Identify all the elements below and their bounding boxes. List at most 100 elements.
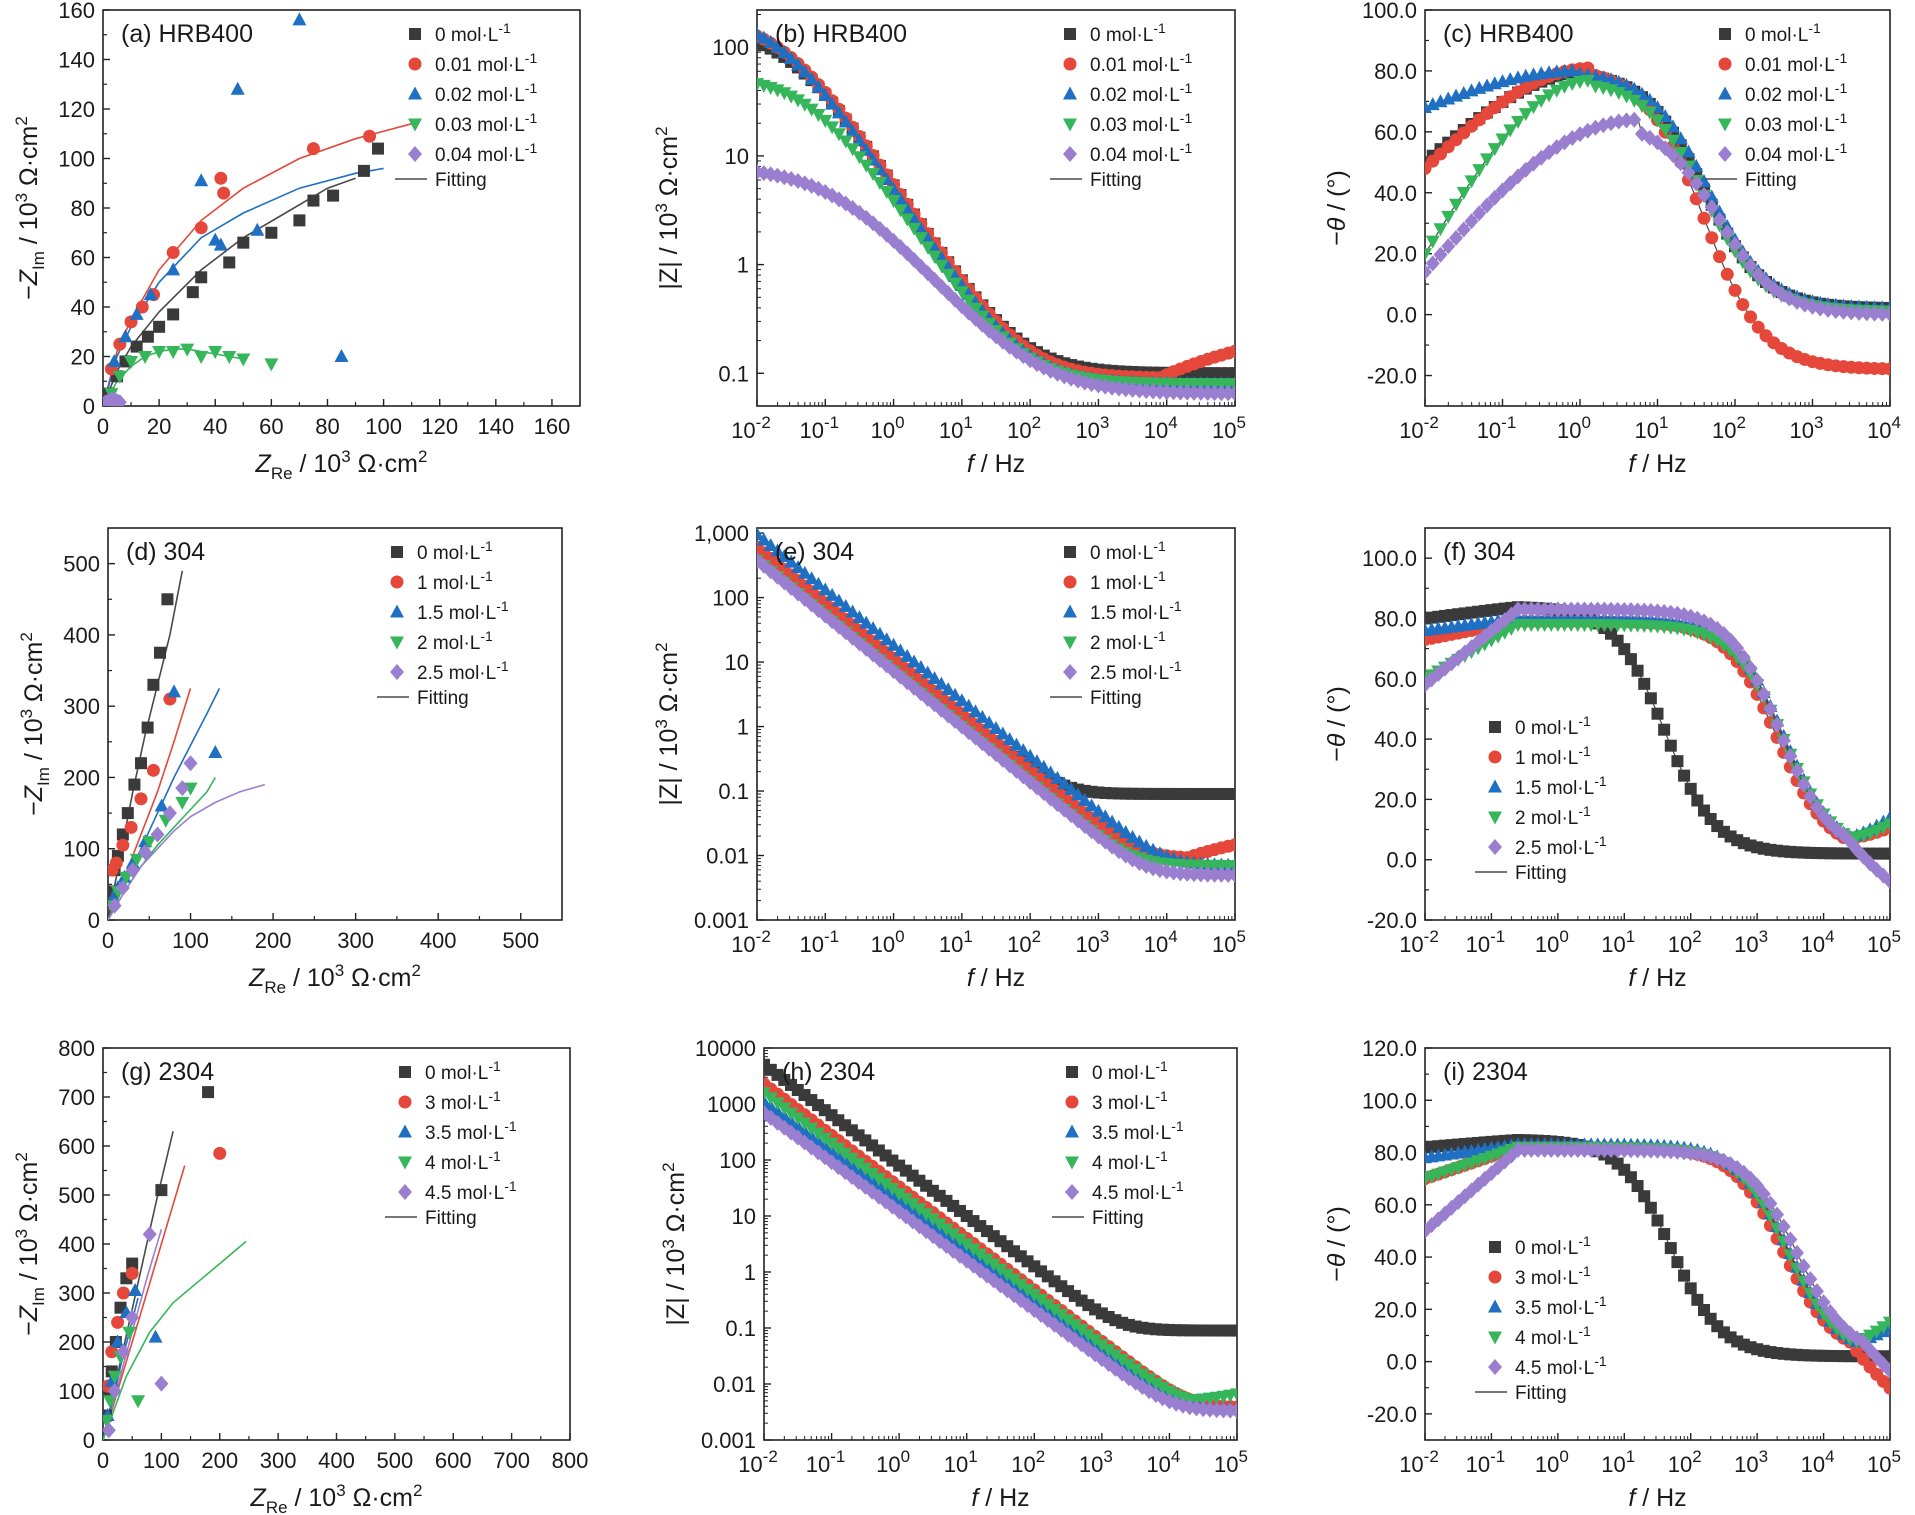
legend-marker-red — [390, 575, 404, 589]
data-point-green — [838, 1147, 853, 1161]
data-point-blue — [1057, 776, 1072, 790]
data-point-blue — [1077, 792, 1092, 806]
data-point-red — [363, 129, 377, 143]
data-point-black — [128, 778, 141, 791]
data-point-blue — [1023, 748, 1038, 762]
x-tick-label: 102 — [1668, 1447, 1702, 1477]
data-point-purple — [1013, 1292, 1028, 1309]
data-point-blue — [334, 349, 349, 362]
data-point-green — [966, 1243, 981, 1257]
legend-label: 0 mol·L-1 — [1515, 713, 1591, 739]
legend-label: 0 mol·L-1 — [1092, 1058, 1168, 1084]
legend-fitting-label: Fitting — [435, 170, 487, 191]
data-point-purple — [1666, 147, 1680, 164]
data-point-red — [214, 171, 228, 185]
x-tick-label: 160 — [534, 414, 571, 439]
data-point-red — [109, 856, 123, 870]
data-point-black — [1691, 794, 1704, 807]
data-point-blue — [982, 715, 997, 729]
data-point-green — [1155, 1381, 1170, 1395]
data-point-purple — [142, 1226, 157, 1243]
data-point-red — [1720, 267, 1734, 281]
x-tick-label: 105 — [1214, 1447, 1248, 1477]
legend-fitting-label: Fitting — [1515, 1383, 1567, 1404]
data-point-green — [852, 151, 867, 165]
data-point-black — [223, 256, 236, 269]
x-tick-label: 300 — [337, 928, 374, 953]
data-point-blue — [292, 12, 307, 26]
data-point-blue — [154, 798, 169, 812]
data-point-green — [1061, 1314, 1076, 1328]
data-point-green — [865, 1167, 880, 1181]
data-point-green — [1658, 123, 1673, 137]
data-point-purple — [1763, 1195, 1778, 1212]
x-tick-label: 103 — [1075, 927, 1109, 957]
data-point-black — [155, 1184, 168, 1197]
legend-marker-red — [1718, 57, 1732, 71]
data-point-blue — [831, 593, 846, 607]
data-point-purple — [1809, 799, 1824, 816]
y-tick-label: 100 — [58, 1379, 95, 1404]
data-point-blue — [148, 1329, 163, 1343]
data-point-green — [804, 1122, 819, 1136]
y-tick-label: 0.01 — [706, 844, 749, 869]
data-point-black — [154, 646, 167, 659]
data-point-purple — [1756, 1185, 1771, 1202]
x-tick-label: 10-1 — [1466, 927, 1506, 957]
data-point-blue — [143, 287, 158, 301]
legend-marker-black — [399, 1066, 411, 1078]
data-point-purple — [1425, 1217, 1439, 1234]
legend-marker-blue — [1488, 779, 1502, 793]
legend: 0 mol·L-1 1 mol·L-1 1.5 mol·L-1 2 mol·L-1 2.… — [377, 538, 509, 709]
data-point-blue — [954, 693, 969, 707]
y-tick-label: 0.0 — [1386, 848, 1417, 873]
legend-marker-blue — [1488, 1299, 1502, 1313]
data-point-blue — [166, 262, 181, 276]
data-point-purple — [1580, 122, 1595, 139]
panel-d: 0 100 200 300 400 500 0 100 200 300 400 500 ZRe / 10… — [17, 527, 563, 997]
legend-fitting-label: Fitting — [417, 688, 469, 709]
y-axis-label: |Z| / 103 Ω·cm2 — [652, 642, 683, 805]
data-point-blue — [1029, 754, 1044, 768]
data-point-green — [1148, 1377, 1163, 1391]
x-tick-label: 800 — [552, 1448, 589, 1473]
x-tick-label: 20 — [147, 414, 171, 439]
data-point-blue — [770, 543, 785, 557]
data-point-red — [134, 792, 148, 806]
x-tick-label: 60 — [259, 414, 283, 439]
data-point-green — [194, 351, 209, 364]
data-point-green — [1565, 77, 1580, 91]
legend-label: 2 mol·L-1 — [1090, 628, 1166, 654]
legend-label: 0.02 mol·L-1 — [1745, 80, 1847, 106]
data-point-green — [1650, 114, 1665, 128]
data-point-green — [124, 355, 139, 369]
data-point-green — [825, 121, 840, 135]
data-point-purple — [1816, 1294, 1831, 1311]
data-point-green — [1054, 1309, 1069, 1323]
legend-marker-green — [408, 118, 422, 132]
data-point-purple — [1790, 762, 1804, 779]
data-point-red — [1751, 320, 1765, 334]
y-tick-label: 80 — [71, 196, 95, 221]
legend: 0 mol·L-1 1 mol·L-1 1.5 mol·L-1 2 mol·L-1 2.… — [1050, 538, 1182, 709]
data-point-green — [1013, 1278, 1028, 1292]
plot-frame — [756, 9, 1236, 407]
data-point-blue — [845, 604, 860, 618]
data-point-green — [790, 1112, 805, 1126]
y-tick-label: 0.001 — [701, 1428, 756, 1453]
data-point-purple — [1743, 257, 1758, 274]
data-point-green — [138, 351, 153, 364]
data-point-green — [946, 1228, 961, 1242]
data-point-green — [959, 1238, 974, 1252]
y-tick-label: 0.1 — [718, 779, 749, 804]
data-point-black — [153, 320, 166, 333]
data-point-blue — [797, 565, 812, 579]
legend: 0 mol·L-1 0.01 mol·L-1 0.02 mol·L-1 0.03 mo… — [1705, 20, 1847, 191]
legend-marker-black — [1064, 546, 1076, 558]
data-point-blue — [763, 537, 778, 551]
legend-marker-blue — [1063, 604, 1077, 618]
legend-marker-red — [1065, 1095, 1079, 1109]
legend: 0 mol·L-1 3 mol·L-1 3.5 mol·L-1 4 mol·L-1 4.… — [385, 1058, 517, 1229]
y-tick-label: -20.0 — [1367, 364, 1417, 389]
data-point-purple — [154, 1375, 169, 1392]
